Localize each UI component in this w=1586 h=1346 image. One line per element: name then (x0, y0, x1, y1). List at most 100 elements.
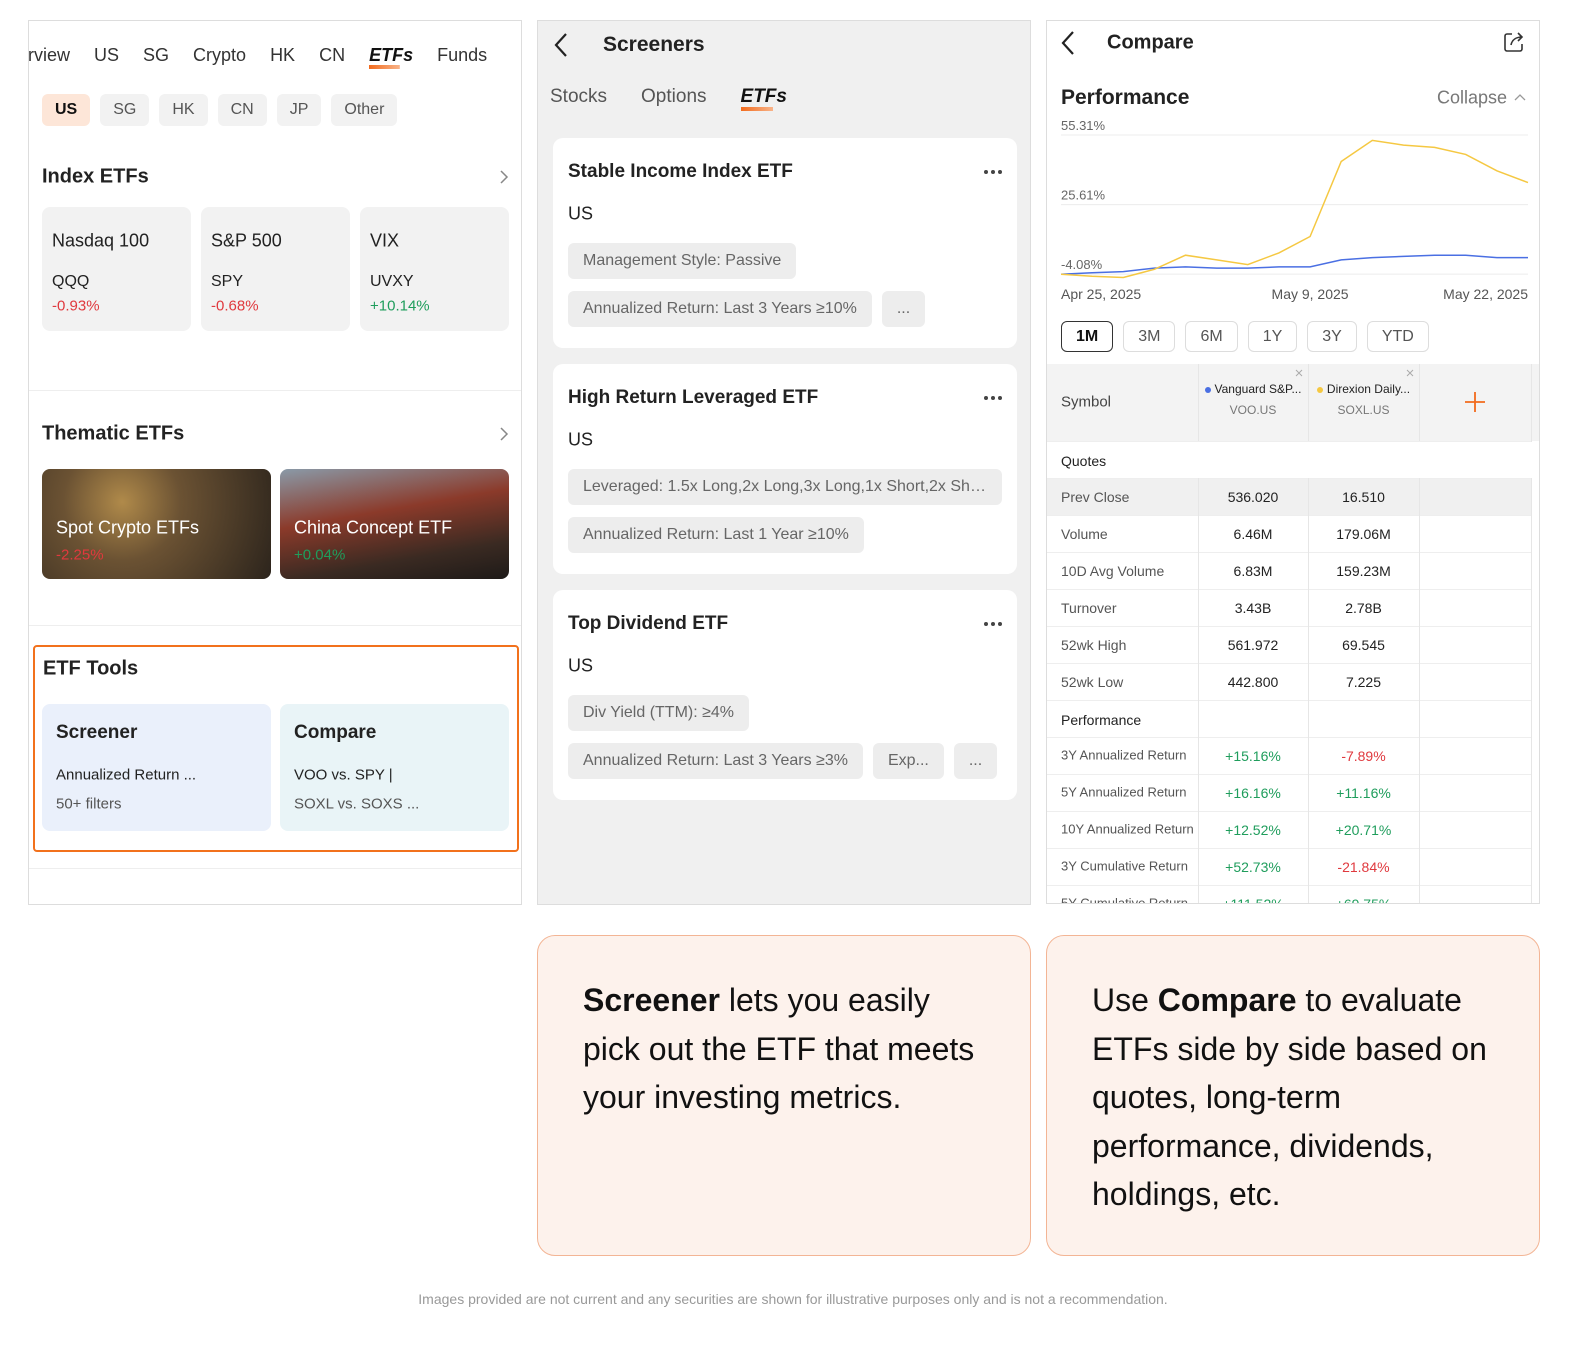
filter-chip[interactable]: Annualized Return: Last 3 Years ≥10% (568, 291, 872, 327)
row-value: 16.510 (1342, 488, 1385, 505)
row-value: 2.78B (1345, 599, 1382, 616)
screener-tab[interactable]: Stocks (550, 86, 608, 107)
region-chip[interactable]: Other (331, 94, 398, 126)
icon-part (984, 622, 988, 626)
row-label: 10Y Annualized Return (1061, 821, 1194, 837)
y-tick-label: 55.31% (1061, 118, 1106, 133)
icon-part (998, 396, 1002, 400)
card-market: US (568, 429, 594, 450)
row-line (1047, 441, 1531, 442)
range-button[interactable]: 1Y (1247, 321, 1298, 352)
filter-chip[interactable]: Annualized Return: Last 1 Year ≥10% (568, 517, 864, 553)
thematic-card[interactable]: Spot Crypto ETFs -2.25% (42, 469, 271, 579)
tool-line: 50+ filters (56, 795, 122, 813)
icon-part (991, 396, 995, 400)
add-button (1465, 392, 1485, 412)
card-name: Spot Crypto ETFs (56, 517, 200, 538)
table-row[interactable] (1047, 626, 1531, 663)
section-title: Thematic ETFs (42, 422, 185, 445)
range-button[interactable]: 1M (1061, 321, 1114, 352)
table-row[interactable] (1047, 589, 1531, 626)
range-button[interactable]: 6M (1185, 321, 1238, 352)
filter-chip[interactable]: Management Style: Passive (568, 243, 797, 279)
region-chip[interactable]: CN (217, 94, 267, 126)
table-row[interactable] (1047, 737, 1531, 774)
filter-chip[interactable]: Leveraged: 1.5x Long,2x Long,3x Long,1x … (568, 469, 1002, 505)
region-chip[interactable]: US (42, 94, 91, 126)
y-tick-label: -4.08% (1061, 257, 1103, 272)
column-line (1308, 478, 1309, 903)
region-chip[interactable]: HK (159, 94, 208, 126)
range-button[interactable]: 3Y (1307, 321, 1357, 352)
symbol-name: Vanguard S&P... (1198, 382, 1308, 397)
range-button[interactable]: 3M (1123, 321, 1176, 352)
markets-panel: Overview US SG Crypto HK CN ETFs Funds US SG HK CN J… (28, 20, 522, 905)
row-value: +20.71% (1335, 821, 1392, 838)
filter-row: Annualized Return: Last 3 Years ≥10%... (568, 291, 926, 327)
table-row[interactable] (1047, 663, 1531, 700)
market-tab[interactable]: Funds (437, 45, 488, 65)
filter-row: Annualized Return: Last 1 Year ≥10% (568, 517, 864, 553)
card-change: -0.93% (52, 297, 100, 315)
range-button[interactable]: YTD (1366, 321, 1429, 352)
market-tab[interactable]: Overview (28, 45, 71, 65)
market-tab[interactable]: ETFs (369, 45, 414, 69)
callout-before: Use (1092, 982, 1158, 1018)
filter-chip[interactable]: ... (953, 743, 998, 779)
market-tab[interactable]: CN (319, 45, 346, 65)
tool-card[interactable]: Screener Annualized Return ... 50+ filters (42, 704, 271, 831)
column-line (1419, 478, 1420, 903)
screener-card[interactable]: High Return Leveraged ETF US Leveraged: 1.… (553, 364, 1017, 574)
filter-row: Management Style: Passive (568, 243, 797, 279)
market-tabs: Overview US SG Crypto HK CN ETFs Funds (28, 45, 488, 69)
table-row[interactable] (1047, 774, 1531, 811)
filter-chip[interactable]: Div Yield (TTM): ≥4% (568, 695, 750, 731)
callout: Screener lets you easily pick out the ET… (537, 935, 1031, 1256)
screener-tab[interactable]: Options (641, 86, 707, 107)
table-row[interactable] (1047, 848, 1531, 885)
filter-chip[interactable]: Annualized Return: Last 3 Years ≥3% (568, 743, 863, 779)
screener-card[interactable]: Stable Income Index ETF US Management Styl… (553, 138, 1017, 348)
card-change: +0.04% (294, 546, 346, 564)
icon-part (1465, 392, 1485, 412)
index-card[interactable]: VIX UVXY +10.14% (360, 207, 509, 331)
card-title: Top Dividend ETF (568, 613, 729, 635)
card-name: VIX (370, 230, 400, 251)
row-value: 6.83M (1233, 562, 1273, 579)
table-row[interactable] (1047, 515, 1531, 552)
remove-button (1295, 369, 1303, 377)
icon-part (554, 33, 567, 57)
tool-name: Compare (294, 722, 377, 744)
section-title: Performance (1061, 85, 1190, 109)
row-value: 442.800 (1227, 673, 1279, 690)
index-card[interactable]: Nasdaq 100 QQQ -0.93% (42, 207, 191, 331)
region-chip[interactable]: SG (100, 94, 150, 126)
symbol-label: Symbol (1061, 393, 1112, 411)
icon-part (991, 622, 995, 626)
header-cover (1198, 701, 1532, 737)
market-tab[interactable]: Crypto (193, 45, 247, 65)
table-row[interactable] (1047, 552, 1531, 589)
market-tab[interactable]: SG (143, 45, 170, 65)
tool-card[interactable]: Compare VOO vs. SPY | SOXL vs. SOXS ... (280, 704, 509, 831)
filter-chip[interactable]: Exp... (872, 743, 944, 779)
screener-card[interactable]: Top Dividend ETF US Div Yield (TTM): ≥4% An… (553, 590, 1017, 800)
market-tab[interactable]: HK (270, 45, 296, 65)
header-cover (1198, 442, 1532, 478)
icon-part (1295, 369, 1303, 377)
collapse-button[interactable]: Collapse (1437, 87, 1508, 108)
filter-chip[interactable]: ... (881, 291, 926, 327)
table-row[interactable] (1047, 478, 1531, 515)
table-row[interactable] (1047, 811, 1531, 848)
thematic-card[interactable]: China Concept ETF +0.04% (280, 469, 509, 579)
screener-tab[interactable]: ETFs (740, 86, 787, 111)
index-card[interactable]: S&P 500 SPY -0.68% (201, 207, 350, 331)
more-button (984, 170, 1002, 174)
symbol-code: SOXL.US (1337, 403, 1390, 417)
region-chip[interactable]: JP (276, 94, 322, 126)
row-value: +111.52% (1222, 895, 1284, 904)
market-tab[interactable]: US (94, 45, 120, 65)
card-title: Stable Income Index ETF (568, 161, 793, 183)
table-row[interactable] (1047, 885, 1531, 903)
